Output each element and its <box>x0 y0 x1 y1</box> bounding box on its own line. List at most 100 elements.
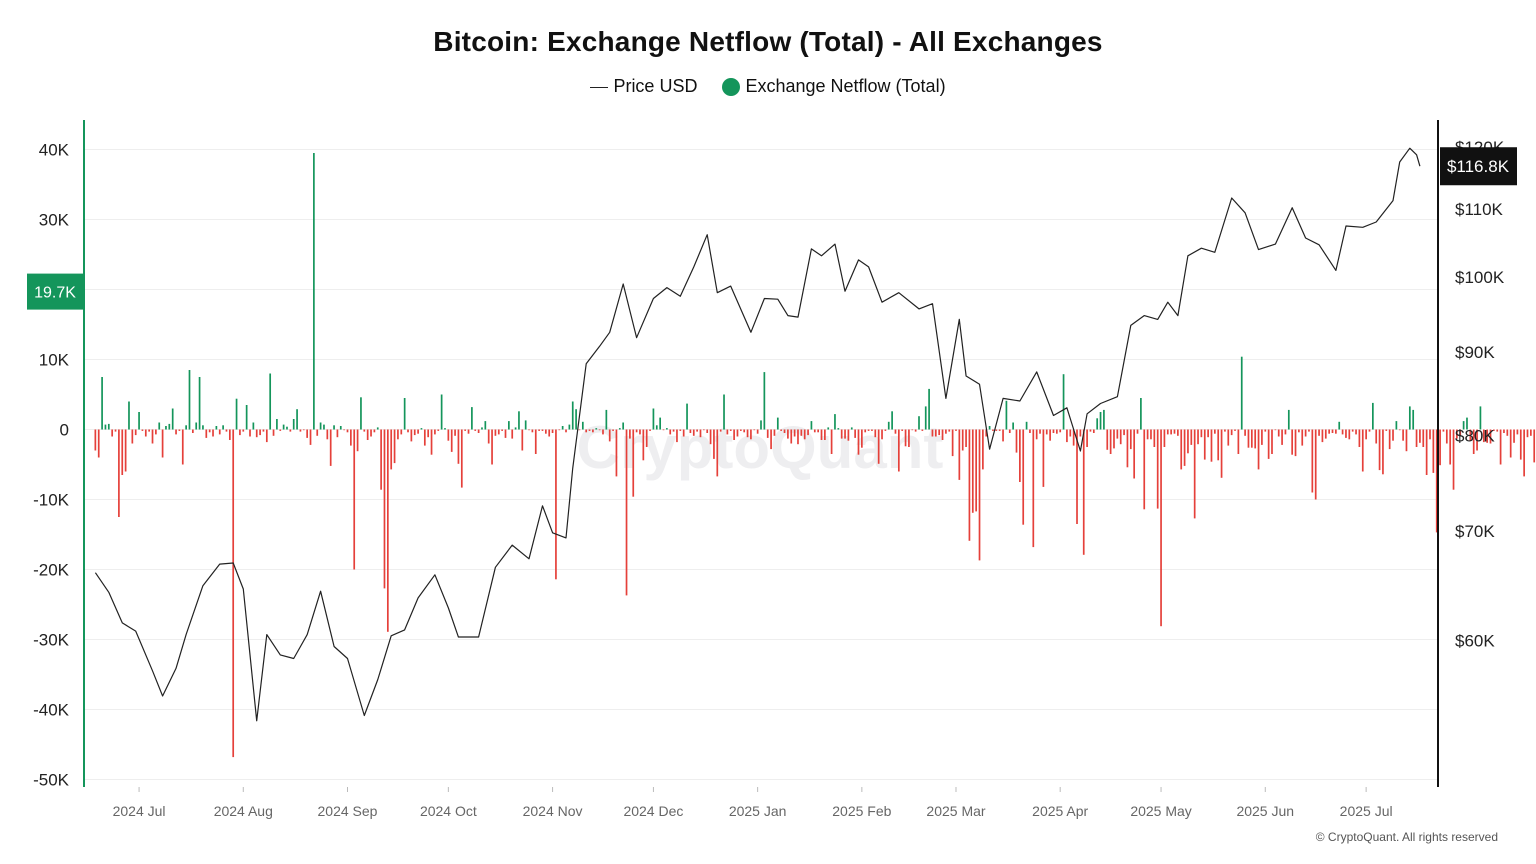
netflow-bar <box>830 429 833 454</box>
netflow-bar <box>491 429 493 465</box>
legend-item-price[interactable]: Price USD <box>590 76 697 97</box>
netflow-bar <box>1160 429 1162 627</box>
netflow-bar <box>1439 429 1441 466</box>
netflow-bar <box>360 397 362 430</box>
netflow-bar <box>924 406 927 430</box>
netflow-bar <box>477 429 480 433</box>
netflow-bar <box>1072 429 1075 446</box>
netflow-bar <box>1506 429 1509 436</box>
netflow-bar <box>729 429 732 431</box>
netflow-bar <box>366 429 369 440</box>
netflow-bar <box>1291 429 1294 455</box>
netflow-bar <box>1247 429 1250 448</box>
y-left-tick-label: -40K <box>33 701 70 720</box>
netflow-bar <box>249 429 251 437</box>
netflow-bar <box>319 422 322 430</box>
netflow-bar <box>1277 429 1280 437</box>
netflow-bar <box>101 377 103 430</box>
netflow-bar <box>1052 429 1055 433</box>
netflow-bar <box>1435 429 1438 533</box>
netflow-bar <box>1012 422 1014 430</box>
netflow-bar <box>1153 429 1156 447</box>
netflow-bar <box>743 429 746 433</box>
netflow-bar <box>185 425 187 430</box>
netflow-bar <box>1462 421 1465 430</box>
netflow-bar <box>262 429 265 432</box>
netflow-bar <box>407 429 409 433</box>
netflow-bar <box>1304 429 1307 437</box>
netflow-bar <box>107 423 110 430</box>
netflow-bar <box>736 429 739 437</box>
netflow-bar <box>713 429 715 459</box>
netflow-bar <box>592 429 594 433</box>
netflow-bar <box>259 429 261 436</box>
netflow-bar <box>1294 429 1297 457</box>
netflow-bar <box>1136 429 1139 434</box>
netflow-bar <box>1382 429 1384 475</box>
netflow-bar <box>881 429 883 440</box>
netflow-bar <box>228 429 231 440</box>
netflow-bar <box>1476 429 1478 451</box>
netflow-bar <box>427 429 430 438</box>
netflow-bar <box>790 429 793 444</box>
netflow-bar <box>834 414 836 430</box>
netflow-bar <box>376 427 379 430</box>
netflow-bar <box>1361 429 1364 472</box>
netflow-bar <box>1099 412 1102 430</box>
netflow-bar <box>1496 429 1499 432</box>
copyright-notice: © CryptoQuant. All rights reserved <box>1315 830 1498 844</box>
netflow-bar <box>1183 429 1186 466</box>
netflow-bar <box>1244 429 1246 436</box>
netflow-bar <box>813 429 816 433</box>
netflow-bar <box>1103 409 1105 430</box>
netflow-bar <box>464 429 467 431</box>
netflow-bar <box>296 409 298 430</box>
netflow-bar <box>1217 429 1220 461</box>
netflow-bar <box>1338 421 1341 430</box>
netflow-bar <box>1378 429 1381 471</box>
netflow-bar <box>877 429 880 464</box>
netflow-bar <box>380 429 382 490</box>
netflow-bar <box>1059 429 1062 433</box>
netflow-bar <box>1019 429 1021 482</box>
netflow-bar <box>1193 429 1196 519</box>
netflow-bar <box>531 429 534 433</box>
netflow-bar <box>316 429 319 436</box>
netflow-bar <box>1351 429 1354 432</box>
netflow-bar <box>131 429 134 444</box>
netflow-bar <box>1109 429 1112 454</box>
netflow-bar <box>373 429 376 433</box>
netflow-bar <box>292 419 295 430</box>
netflow-bar <box>1415 429 1418 447</box>
netflow-bar <box>269 373 272 430</box>
netflow-bar <box>763 372 766 430</box>
netflow-bar <box>1449 429 1452 465</box>
x-tick-label: 2024 Dec <box>623 803 683 819</box>
netflow-bar <box>1177 429 1179 436</box>
netflow-bar <box>400 429 403 435</box>
netflow-bar <box>776 417 779 430</box>
netflow-bar <box>282 424 285 430</box>
netflow-bar <box>417 429 419 434</box>
netflow-bar <box>1029 429 1031 433</box>
netflow-bar <box>434 429 436 435</box>
netflow-bar <box>1123 429 1125 436</box>
netflow-bar <box>1163 429 1166 447</box>
netflow-bar <box>1106 429 1109 450</box>
netflow-bar <box>1210 429 1213 462</box>
netflow-bar <box>955 429 957 431</box>
netflow-bar <box>1126 429 1129 468</box>
netflow-bar <box>484 421 487 430</box>
netflow-bar <box>847 429 850 441</box>
netflow-bar <box>1331 429 1334 433</box>
netflow-bar <box>1486 429 1489 443</box>
netflow-bar <box>165 426 167 430</box>
netflow-bar <box>1314 429 1317 500</box>
netflow-bar <box>676 429 678 443</box>
y-left-tick-label: 40K <box>39 141 70 160</box>
netflow-bar <box>931 429 934 437</box>
netflow-bar <box>218 429 221 435</box>
legend-item-netflow[interactable]: Exchange Netflow (Total) <box>722 76 946 97</box>
netflow-bar <box>1452 429 1455 490</box>
netflow-bar <box>1086 429 1088 447</box>
